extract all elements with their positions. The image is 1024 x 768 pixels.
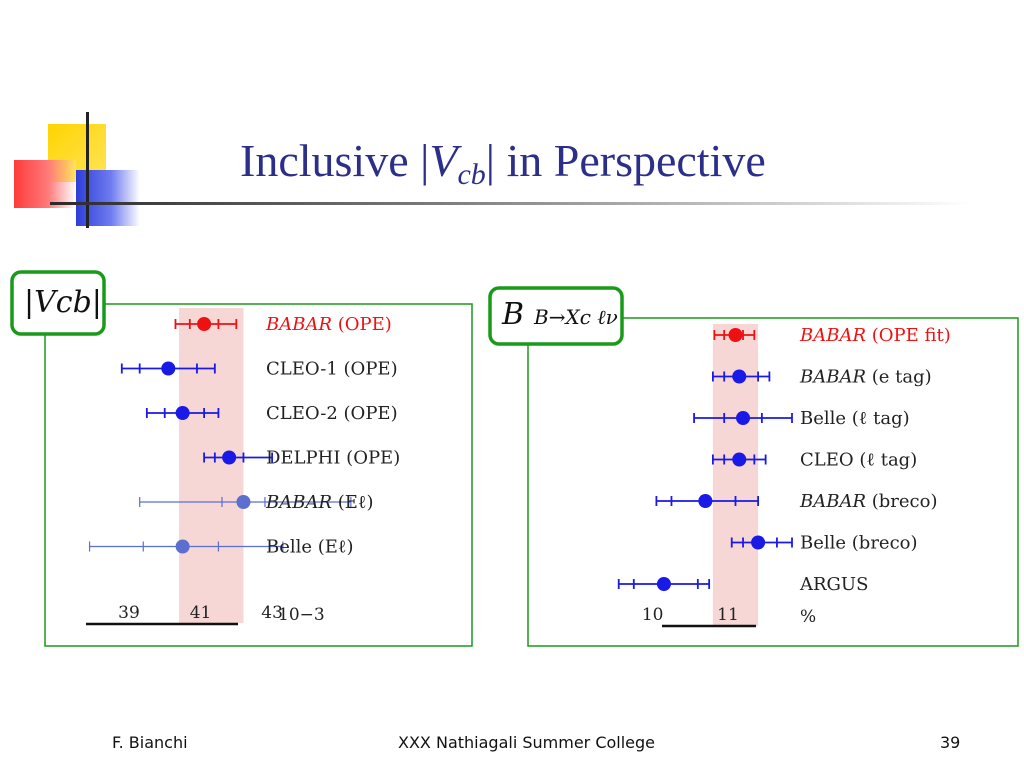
plot-frame — [527, 317, 1019, 647]
title-subscript: cb — [457, 158, 486, 191]
slide-header: Inclusive |Vcb| in Perspective — [0, 0, 1024, 240]
measurement-label-5: Belle (breco) — [800, 533, 918, 554]
measurement-label-0: BABAR (OPE) — [265, 314, 392, 335]
measurement-label-text-0: (OPE) — [332, 314, 392, 335]
measurement-label-1: BABAR (e tag) — [799, 367, 932, 388]
quantity-label: B→Xc ℓν — [533, 305, 618, 329]
footer-page-number: 39 — [940, 733, 961, 752]
measurement-label-text-6: ARGUS — [799, 574, 868, 595]
data-point-4 — [236, 495, 251, 509]
measurement-label-italic-0: BABAR — [265, 314, 332, 335]
measurement-label-italic-4: BABAR — [265, 492, 332, 513]
measurement-label-italic-4: BABAR — [799, 491, 866, 512]
measurement-label-6: ARGUS — [799, 574, 868, 595]
x-tick-label-0: 39 — [118, 603, 140, 623]
decor-vertical-line — [86, 112, 89, 228]
measurement-label-text-1: (e tag) — [866, 367, 932, 388]
measurement-label-text-5: Belle (breco) — [800, 533, 918, 554]
measurement-label-text-4: (Eℓ) — [332, 492, 374, 513]
slide-title: Inclusive |Vcb| in Perspective — [240, 134, 940, 192]
measurement-label-text-2: CLEO-2 (OPE) — [266, 403, 398, 424]
measurement-label-text-0: (OPE fit) — [866, 325, 951, 346]
data-point-4 — [698, 494, 713, 508]
measurement-label-text-1: CLEO-1 (OPE) — [266, 359, 398, 380]
title-underline — [50, 202, 970, 205]
plot-frame — [44, 303, 473, 647]
title-prefix: Inclusive | — [240, 135, 430, 186]
average-band — [179, 308, 244, 623]
measurement-label-italic-0: BABAR — [799, 325, 866, 346]
measurement-label-text-3: DELPHI (OPE) — [266, 448, 400, 469]
data-point-0 — [197, 317, 212, 331]
title-variable: V — [429, 135, 458, 186]
measurement-label-4: BABAR (Eℓ) — [265, 492, 374, 513]
measurement-label-4: BABAR (breco) — [799, 491, 937, 512]
data-point-1 — [732, 369, 747, 384]
data-point-2 — [736, 411, 751, 425]
unit-label: 10−3 — [278, 605, 325, 625]
title-suffix: | in Perspective — [485, 135, 766, 186]
footer-author: F. Bianchi — [112, 733, 188, 752]
x-tick-label-0: 10 — [642, 605, 664, 625]
decor-red-square — [14, 160, 76, 208]
data-point-6 — [656, 577, 671, 591]
measurement-label-3: CLEO (ℓ tag) — [800, 450, 917, 471]
measurement-label-2: CLEO-2 (OPE) — [266, 403, 398, 424]
unit-label: % — [800, 607, 816, 627]
vcb-comparison-chart: |Vcb| BABAR (OPE) CLEO-1 (OPE) CLEO-2 (OPE)… — [10, 270, 473, 647]
quantity-label-prefix: B — [501, 297, 524, 332]
data-point-1 — [161, 361, 176, 376]
quantity-label: |Vcb| — [24, 285, 102, 320]
data-point-0 — [728, 328, 743, 342]
data-point-5 — [751, 535, 766, 550]
footer-event: XXX Nathiagali Summer College — [398, 733, 656, 752]
measurement-label-3: DELPHI (OPE) — [266, 448, 400, 469]
measurement-label-1: CLEO-1 (OPE) — [266, 359, 398, 380]
data-point-2 — [175, 406, 190, 420]
measurement-label-text-2: Belle (ℓ tag) — [800, 408, 910, 429]
measurement-label-italic-1: BABAR — [799, 367, 866, 388]
measurement-label-text-4: (breco) — [866, 491, 937, 512]
measurement-label-2: Belle (ℓ tag) — [800, 408, 910, 429]
measurement-label-5: Belle (Eℓ) — [266, 537, 354, 558]
quantity-label-box — [10, 270, 106, 336]
data-point-3 — [222, 450, 237, 465]
x-tick-label-2: 43 — [261, 603, 283, 623]
average-band — [712, 324, 759, 626]
x-tick-label-1: 11 — [717, 605, 739, 625]
x-tick-label-1: 41 — [190, 603, 212, 623]
measurement-label-0: BABAR (OPE fit) — [799, 325, 951, 346]
data-point-3 — [732, 452, 747, 467]
quantity-label-box — [488, 286, 624, 346]
measurement-label-text-5: Belle (Eℓ) — [266, 537, 354, 558]
data-point-5 — [175, 539, 190, 554]
measurement-label-text-3: CLEO (ℓ tag) — [800, 450, 917, 471]
